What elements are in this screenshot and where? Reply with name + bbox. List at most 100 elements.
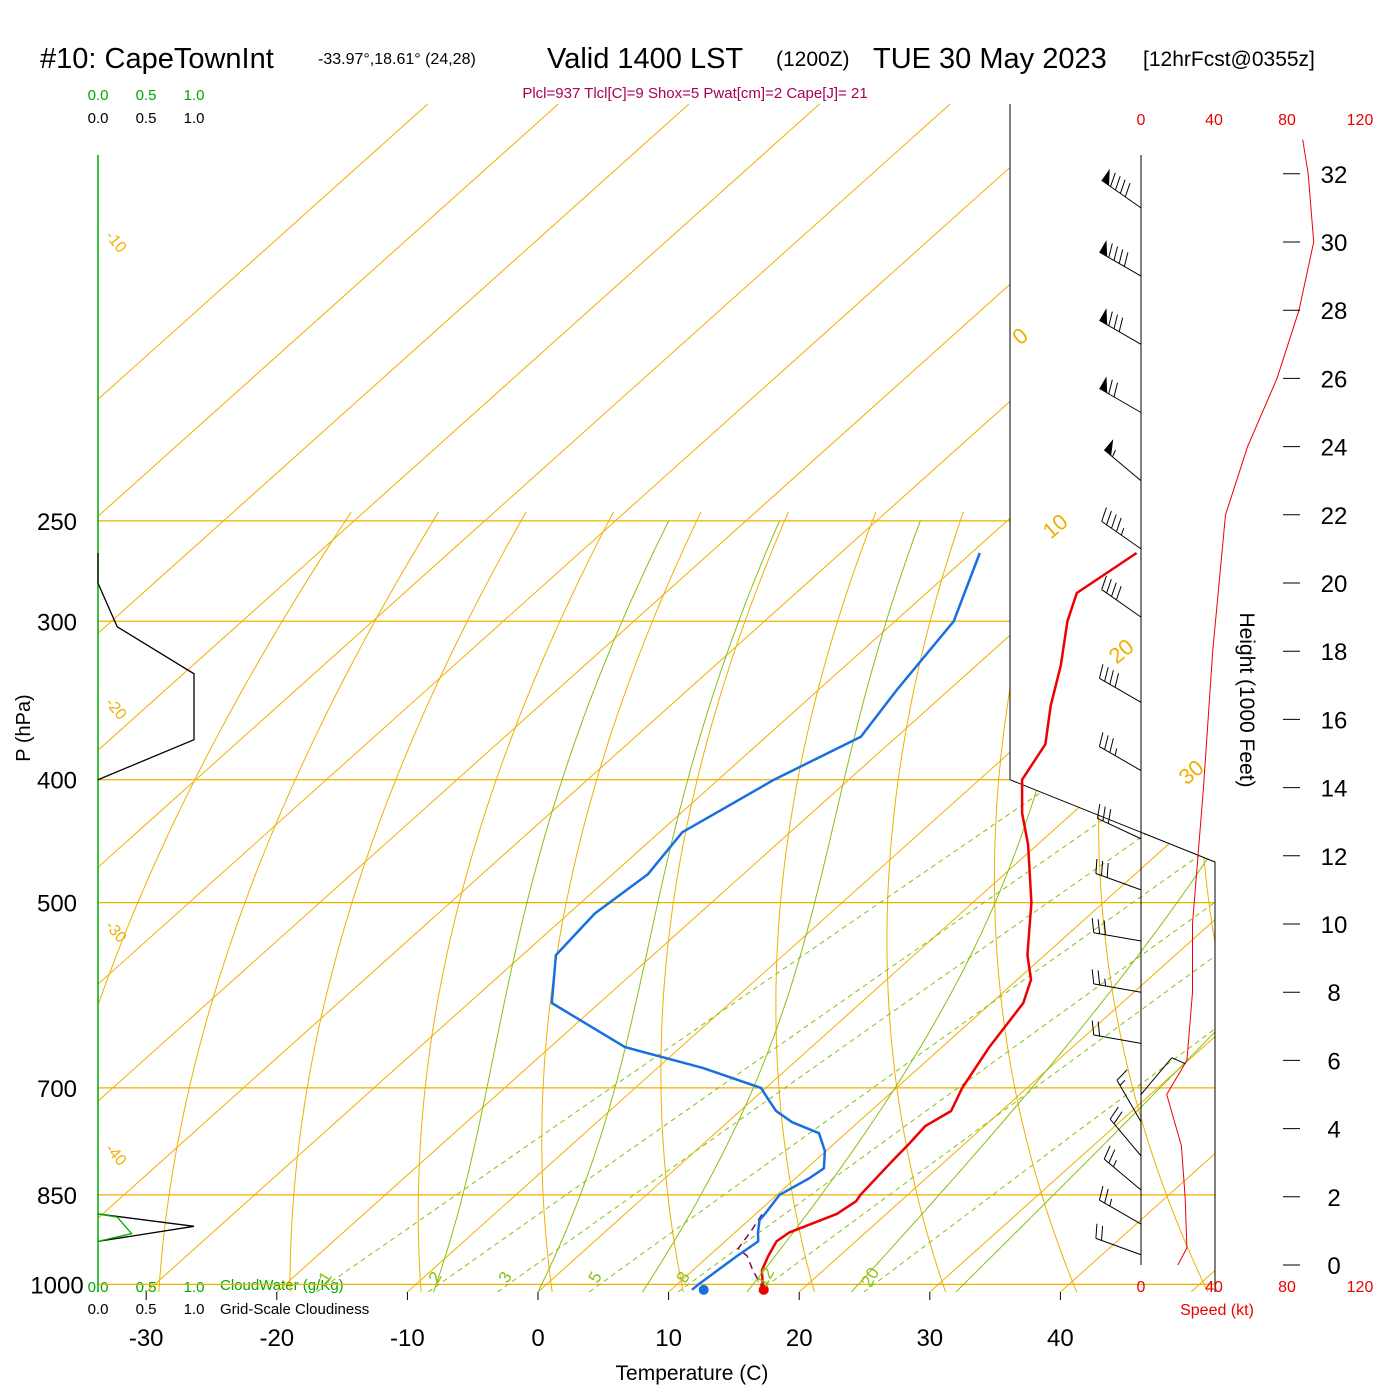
mixing-ratio-label: 20 <box>857 1264 883 1290</box>
height-tick-label: 12 <box>1321 844 1348 871</box>
wind-barb-full <box>1114 176 1121 191</box>
wind-barb-full <box>1124 182 1131 198</box>
temperature-tick-label: 10 <box>655 1325 682 1352</box>
valid-time: Valid 1400 LST <box>547 43 743 75</box>
wind-barb-pennant <box>1104 439 1114 456</box>
wind-barb-full <box>1113 382 1119 398</box>
wind-barb-full <box>1171 1057 1186 1065</box>
temperature-line <box>760 551 1138 1291</box>
wind-barb-full <box>1101 507 1107 522</box>
forecast-info: [12hrFcst@0355z] <box>1143 48 1315 71</box>
temperature-tick-label: 20 <box>786 1325 813 1352</box>
wind-barb-staff <box>1099 251 1142 277</box>
wind-barb-full <box>1108 379 1113 395</box>
height-tick-label: 18 <box>1321 639 1348 666</box>
wind-barb-staff <box>1097 818 1142 840</box>
wind-barb-full <box>1108 243 1113 258</box>
wind-barb-full <box>1118 249 1124 264</box>
dry-adiabat-label: -10 <box>102 228 130 257</box>
dry-adiabat-line <box>660 511 789 1292</box>
wind-barb <box>1091 918 1142 942</box>
wind-barb-staff <box>1099 388 1142 413</box>
wind-barb-full <box>1097 919 1101 934</box>
pressure-tick-label: 300 <box>37 609 77 636</box>
isotherm-line <box>98 104 559 1292</box>
wind-barb-full <box>1113 246 1119 261</box>
speed-axis-title: Speed (kt) <box>1180 1302 1254 1319</box>
cloudiness-tick-top-2: 1.0 <box>184 110 205 127</box>
moist-adiabat-line <box>851 520 1215 1292</box>
moist-adiabat-line <box>433 520 670 1292</box>
mixing-ratio-label: 2 <box>425 1268 446 1286</box>
wind-barb-full <box>1091 918 1095 933</box>
wind-barb-full <box>1109 738 1114 753</box>
dry-adiabat-line <box>886 511 964 1292</box>
mixing-ratio-line <box>863 784 1215 1292</box>
wind-barb-full <box>1109 1106 1119 1120</box>
wind-barb <box>1103 1145 1142 1191</box>
isotherm-label: 10 <box>1038 509 1073 544</box>
wind-barb-staff <box>1093 1034 1142 1044</box>
speed-tick-label-bottom: 120 <box>1347 1279 1374 1296</box>
isotherm-line <box>798 104 1215 1292</box>
height-axis-title: Height (1000 Feet) <box>1235 612 1258 787</box>
dry-adiabat-line <box>541 511 702 1292</box>
wind-barb-full <box>1113 314 1119 329</box>
wind-barb-staff <box>1099 746 1142 771</box>
cloud-water-tick-top-2: 1.0 <box>184 87 205 104</box>
station-coords: -33.97°,18.61° (24,28) <box>318 51 476 68</box>
height-tick-label: 22 <box>1321 503 1348 530</box>
wind-barb-full <box>1119 179 1126 194</box>
speed-tick-label-bottom: 0 <box>1137 1279 1146 1296</box>
wind-barb-full <box>1095 1223 1098 1239</box>
mixing-ratio-label: 3 <box>495 1268 516 1286</box>
isotherm-line <box>537 104 1215 1292</box>
wind-barb-full <box>1108 1149 1116 1164</box>
wind-barb-staff <box>1103 449 1142 482</box>
right-boundary-line <box>1009 104 1216 1292</box>
isotherm-line <box>929 104 1215 1292</box>
wind-barb <box>1101 507 1142 550</box>
wind-barb-full <box>1103 920 1107 935</box>
wind-barb-staff <box>1116 1079 1142 1123</box>
cloud-water-label: CloudWater (g/Kg) <box>220 1277 344 1294</box>
wind-barb <box>1091 969 1142 993</box>
sounding-profiles <box>550 551 1138 1295</box>
wind-barb-pennant <box>1099 239 1108 257</box>
wind-barb-full <box>1115 517 1122 532</box>
wind-barb-full <box>1101 860 1104 876</box>
dry-adiabat-line <box>775 511 877 1292</box>
dry-adiabat-label: -40 <box>102 1141 130 1170</box>
wind-barb <box>1095 1223 1142 1256</box>
wind-barb-full <box>1104 667 1109 682</box>
wind-barb <box>1101 168 1142 209</box>
parcel-path-line <box>737 1213 765 1291</box>
wind-barb <box>1103 439 1142 482</box>
cloud-water-tick-bottom-2: 1.0 <box>184 1279 205 1296</box>
isotherm-line <box>98 104 429 1292</box>
pressure-tick-label: 850 <box>37 1183 77 1210</box>
wind-barb <box>1099 239 1142 277</box>
wind-barb-staff <box>1095 873 1142 891</box>
height-tick-label: 26 <box>1321 366 1348 393</box>
wind-barb-full <box>1101 575 1107 590</box>
dry-adiabat-line <box>1298 512 1400 1292</box>
wind-barb-staff <box>1140 1057 1173 1095</box>
height-tick-label: 16 <box>1321 707 1348 734</box>
surface-dewpoint-dot <box>698 1284 709 1295</box>
utc-time: (1200Z) <box>776 48 850 71</box>
dry-adiabat-line <box>98 511 352 1292</box>
wind-barb-full <box>1097 1021 1101 1037</box>
pressure-tick-label: 700 <box>37 1076 77 1103</box>
dry-adiabat-line <box>993 511 1078 1292</box>
cloud-profiles <box>97 552 195 1243</box>
isotherm-line <box>145 104 1215 1292</box>
height-tick-label: 28 <box>1321 298 1348 325</box>
height-tick-label: 6 <box>1327 1048 1340 1075</box>
background-lines <box>98 104 1400 1292</box>
cloud-water-tick-top-1: 0.5 <box>136 87 157 104</box>
dry-adiabat-line <box>1393 512 1400 1292</box>
wind-barb <box>1091 1020 1142 1044</box>
wind-barb <box>1099 308 1142 345</box>
wind-barb-full <box>1111 514 1117 529</box>
